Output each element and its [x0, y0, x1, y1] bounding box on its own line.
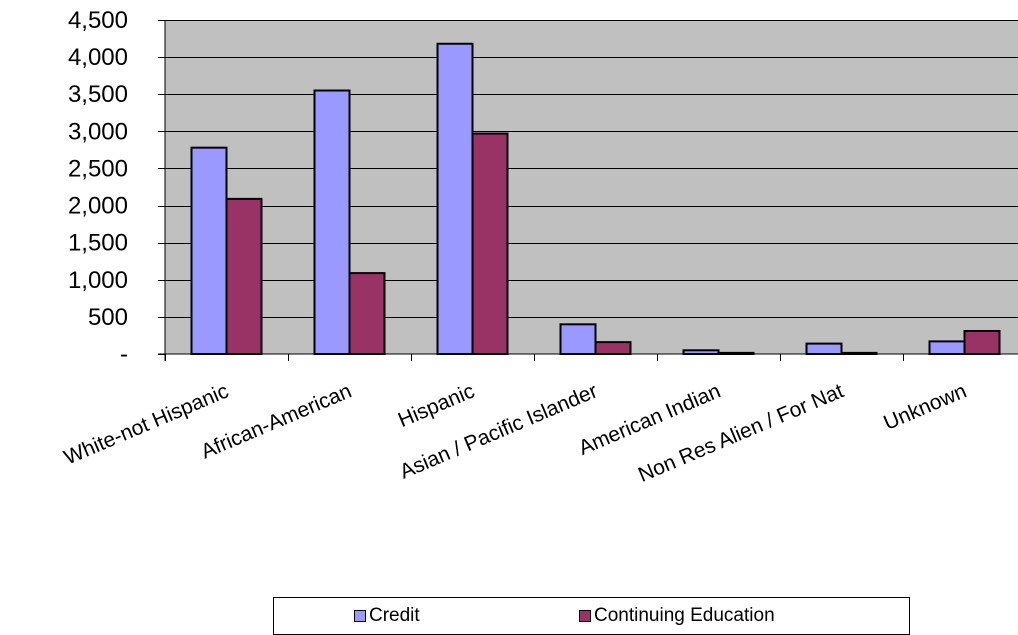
y-axis-tick-labels: - 500 1,000 1,500 2,000 2,500 3,000 3,500 4,000 4…	[68, 7, 128, 368]
legend-item-continuing-education: Continuing Education	[579, 606, 775, 626]
y-tick-label: 4,500	[68, 7, 128, 34]
legend-item-credit: Credit	[354, 606, 420, 626]
bar-continuing-education	[348, 272, 386, 355]
y-tick-label: 4,000	[68, 44, 128, 71]
bar-credit	[436, 42, 474, 356]
bar-credit	[313, 89, 351, 355]
x-tick-label: Unknown	[880, 379, 970, 434]
y-tick-label: 3,500	[68, 81, 128, 108]
bar-credit	[928, 340, 966, 356]
y-tick-label: 2,000	[68, 193, 128, 220]
bar-continuing-education	[225, 197, 263, 355]
y-tick-label: 2,500	[68, 155, 128, 182]
bar-continuing-education	[471, 132, 509, 355]
x-tick-label: Non Res Alien / For Nat	[635, 379, 847, 486]
bar-continuing-education	[594, 341, 632, 356]
y-tick-label: -	[120, 341, 128, 368]
bar-continuing-education	[963, 329, 1001, 356]
y-tick-label: 3,000	[68, 118, 128, 145]
gridlines	[165, 20, 1018, 318]
bar-credit	[559, 323, 597, 355]
bar-credit	[805, 342, 843, 355]
legend-swatch-continuing-education	[579, 610, 591, 622]
axes	[158, 20, 1018, 361]
legend-label-continuing-education: Continuing Education	[594, 605, 775, 626]
bars	[190, 42, 1001, 356]
bar-credit	[682, 349, 720, 355]
y-tick-label: 1,500	[68, 230, 128, 257]
legend: Credit Continuing Education	[273, 597, 910, 635]
legend-swatch-credit	[354, 610, 366, 622]
y-tick-label: 500	[88, 304, 128, 331]
x-tick-label: Hispanic	[395, 379, 478, 432]
plot-area	[165, 20, 1018, 354]
y-tick-label: 1,000	[68, 267, 128, 294]
x-tick-label: Asian / Pacific Islander	[396, 379, 601, 483]
bar-credit	[190, 146, 228, 355]
legend-label-credit: Credit	[369, 605, 420, 626]
